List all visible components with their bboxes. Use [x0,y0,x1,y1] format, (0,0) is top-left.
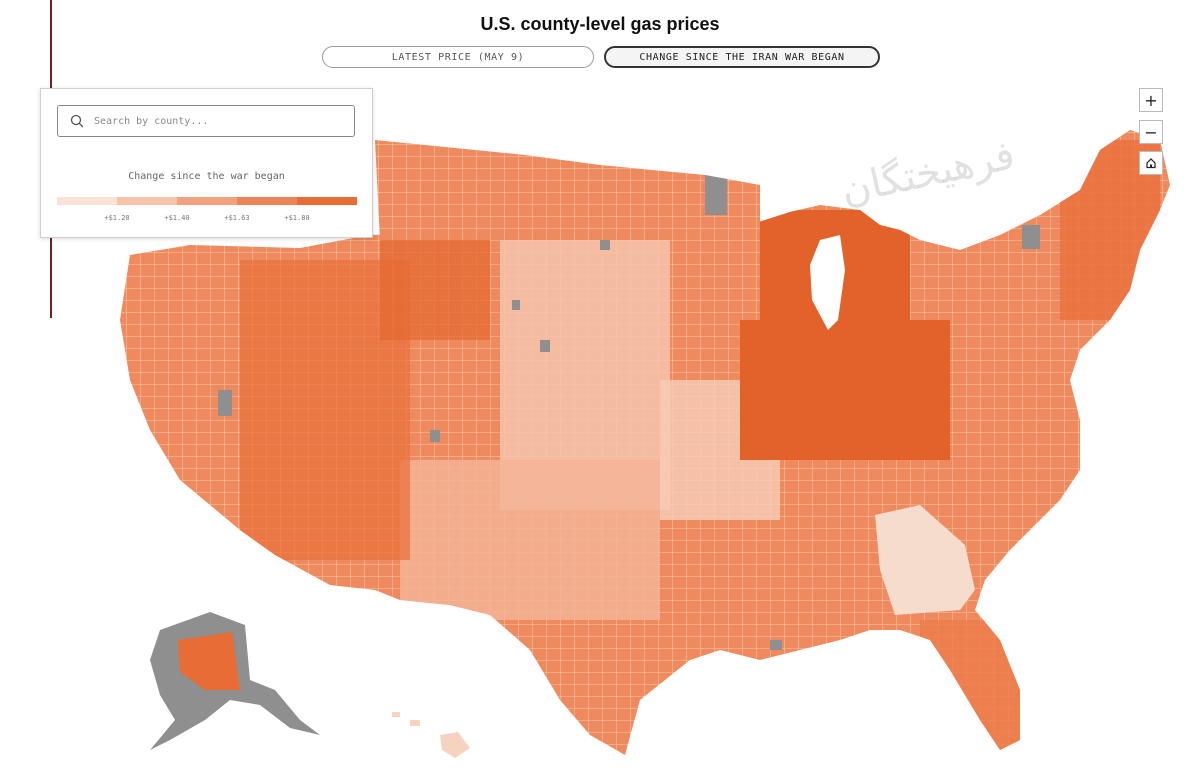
zoom-in-button[interactable]: + [1139,88,1163,112]
legend-tick: +$1.40 [164,214,190,222]
legend-title: Change since the war began [128,171,285,182]
tab-latest-price[interactable]: LATEST PRICE (MAY 9) [322,46,594,68]
hawaii-counties [392,712,470,758]
search-legend-panel: Change since the war began +$1.20 +$1.40… [40,88,373,238]
legend-ticks: +$1.20 +$1.40 +$1.63 +$1.80 [57,214,357,226]
tab-change-since-war[interactable]: CHANGE SINCE THE IRAN WAR BEGAN [604,46,880,68]
reset-view-button[interactable] [1139,151,1163,175]
page-title: U.S. county-level gas prices [480,14,720,34]
legend-tick: +$1.20 [104,214,130,222]
legend-swatch-5 [297,197,357,205]
legend-color-scale [57,197,357,205]
legend-tick: +$1.80 [284,214,310,222]
search-icon [70,114,84,128]
legend-swatch-4 [237,197,297,205]
legend-tick: +$1.63 [224,214,250,222]
legend-swatch-1 [57,197,117,205]
zoom-out-button[interactable]: − [1139,120,1163,144]
legend-swatch-2 [117,197,177,205]
county-search-box[interactable] [57,105,355,137]
view-tabs: LATEST PRICE (MAY 9) CHANGE SINCE THE IR… [322,46,880,68]
lake-michigan [810,235,845,330]
search-input[interactable] [92,114,336,128]
alaska-counties [150,612,320,750]
home-icon [1146,158,1156,169]
legend-swatch-3 [177,197,237,205]
